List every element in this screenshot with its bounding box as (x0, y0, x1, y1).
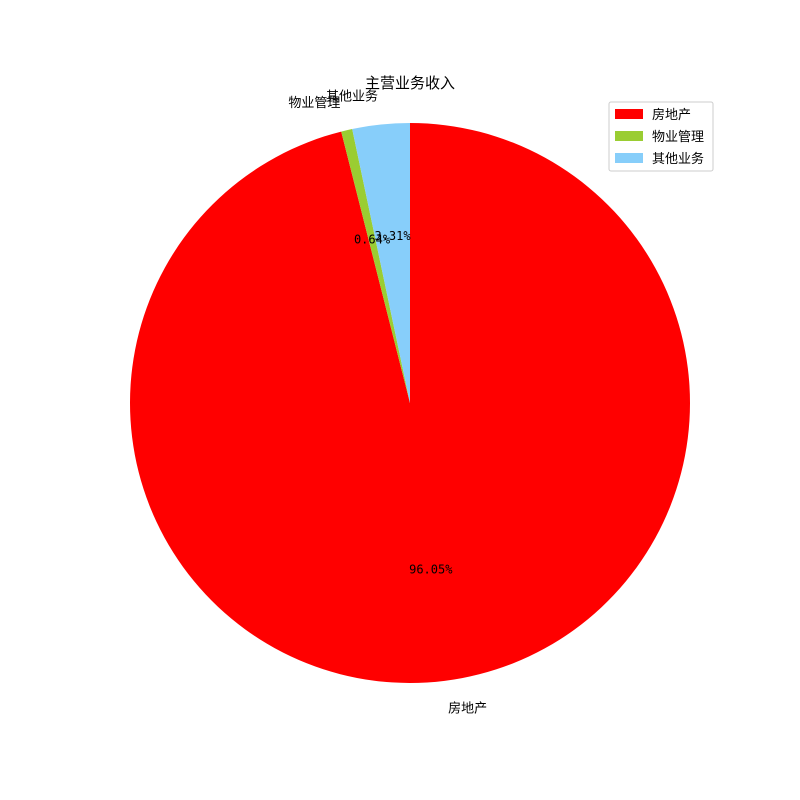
legend-label: 房地产 (652, 107, 691, 123)
pie-slice-2 (341, 129, 410, 403)
legend-swatch (615, 131, 643, 141)
pie-slice-3 (352, 123, 410, 403)
legend-label: 物业管理 (652, 130, 704, 145)
slice-label: 其他业务 (326, 89, 378, 105)
slice-label: 房地产 (448, 701, 487, 717)
slice-label: 物业管理 (288, 96, 340, 111)
percent-label: 3.31% (374, 229, 411, 243)
legend-label: 其他业务 (652, 151, 704, 167)
percent-label: 96.05% (409, 563, 453, 577)
chart-title: 主营业务收入 (365, 74, 455, 92)
legend-swatch (615, 109, 643, 119)
percent-labels: 96.05% 0.64%3.31% (354, 229, 453, 577)
percent-label: 0.64% (354, 232, 391, 246)
legend-swatch (615, 153, 643, 163)
pie-slices (130, 123, 690, 683)
